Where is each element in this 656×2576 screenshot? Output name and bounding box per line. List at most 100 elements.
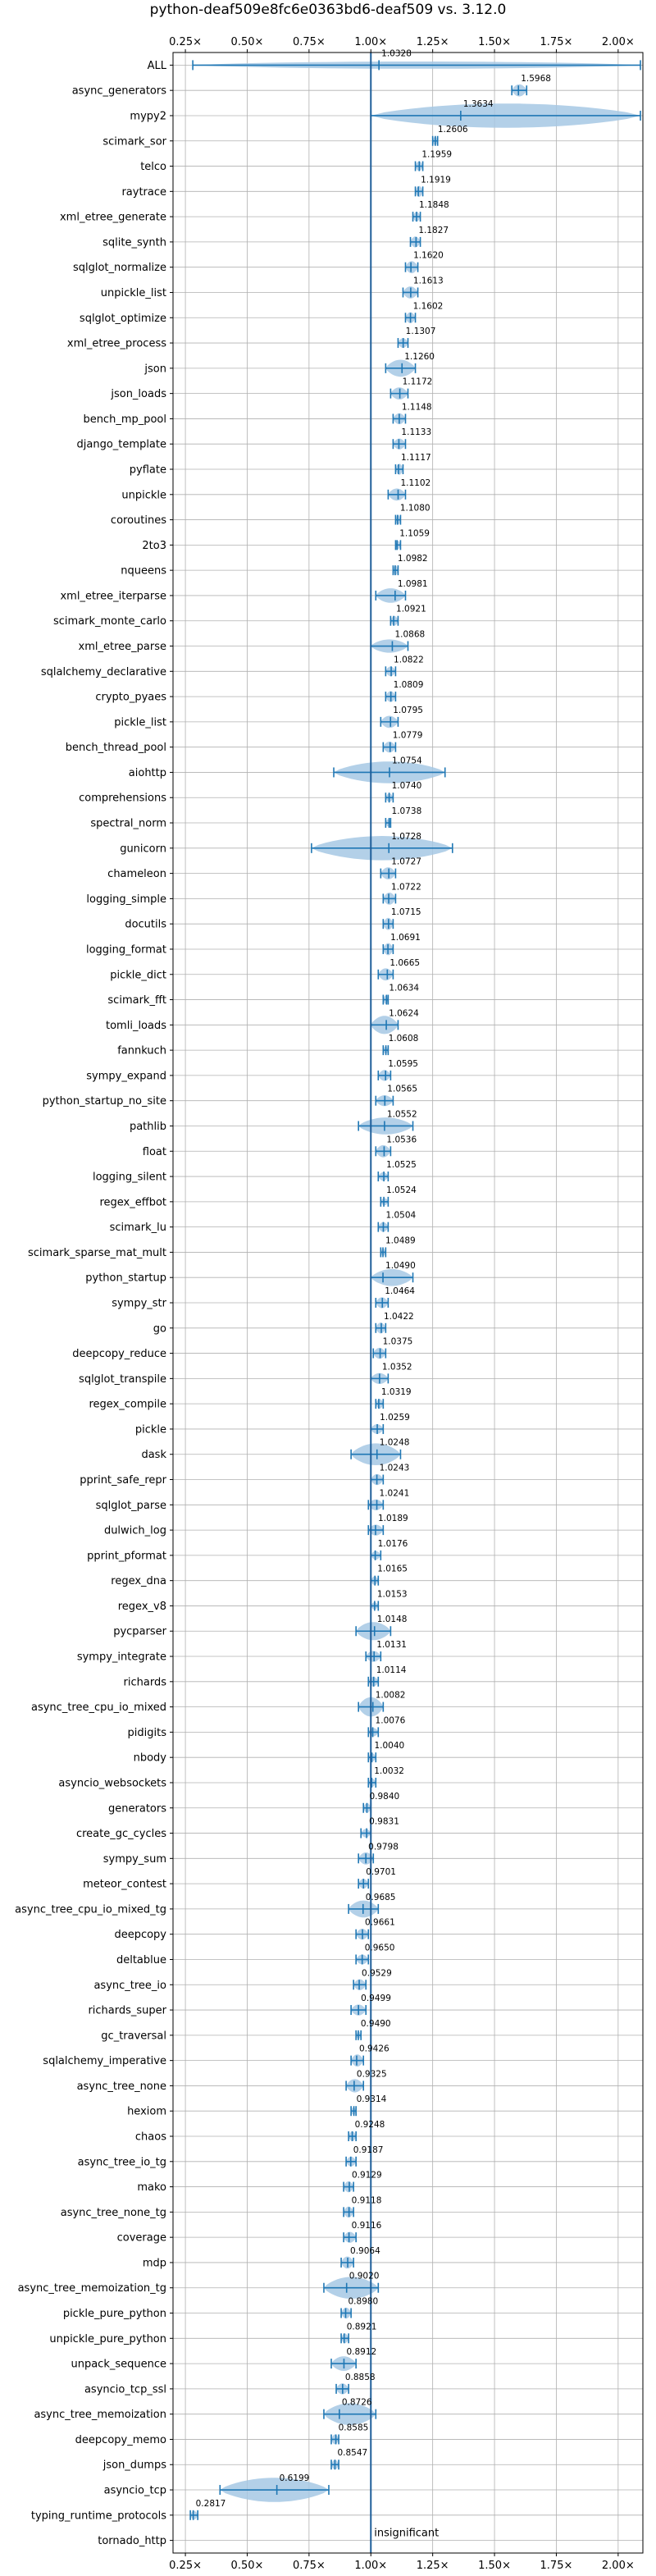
category-label: sqlglot_transpile bbox=[79, 1373, 166, 1386]
value-label: 1.0490 bbox=[385, 1261, 416, 1271]
category-label: sympy_integrate bbox=[77, 1651, 166, 1664]
value-label: 1.0165 bbox=[377, 1564, 408, 1574]
value-label: 1.0565 bbox=[387, 1085, 417, 1094]
value-label: 1.1827 bbox=[418, 226, 449, 235]
category-label: asyncio_tcp_ssl bbox=[84, 2383, 166, 2396]
value-label: 1.0328 bbox=[381, 48, 412, 58]
category-label: async_tree_none_tg bbox=[61, 2207, 166, 2219]
value-label: 0.8585 bbox=[339, 2423, 369, 2432]
value-label: 0.9529 bbox=[362, 1968, 392, 1978]
category-label: scimark_monte_carlo bbox=[53, 615, 166, 628]
x-tick-label-top: 1.25× bbox=[417, 36, 449, 48]
category-label: deepcopy_memo bbox=[75, 2434, 166, 2446]
value-label: 1.3634 bbox=[463, 99, 494, 109]
value-label: 1.0259 bbox=[380, 1413, 410, 1423]
category-label: crypto_pyaes bbox=[95, 692, 166, 704]
value-label: 0.9064 bbox=[350, 2246, 380, 2256]
value-label: 1.0634 bbox=[389, 984, 419, 993]
value-label: 0.9650 bbox=[365, 1943, 395, 1953]
violins bbox=[190, 62, 641, 2519]
x-tick-label-top: 1.75× bbox=[540, 36, 573, 48]
value-label: 1.1613 bbox=[413, 276, 444, 285]
category-label: aiohttp bbox=[129, 767, 166, 779]
x-tick-label-bottom: 1.00× bbox=[354, 2560, 387, 2572]
category-label: deepcopy bbox=[114, 1929, 166, 1941]
value-label: 1.1959 bbox=[421, 150, 452, 160]
value-label: 0.2817 bbox=[196, 2499, 226, 2509]
category-label: dask bbox=[141, 1449, 166, 1461]
category-label: xml_etree_generate bbox=[60, 212, 166, 224]
x-tick-label-bottom: 1.75× bbox=[540, 2560, 573, 2572]
value-label: 1.0921 bbox=[396, 605, 426, 614]
value-label: 1.0536 bbox=[386, 1135, 417, 1144]
category-label: logging_format bbox=[86, 943, 166, 956]
value-label: 1.0248 bbox=[380, 1438, 410, 1448]
x-tick-label-bottom: 0.75× bbox=[293, 2560, 326, 2572]
category-label: asyncio_tcp bbox=[104, 2485, 166, 2497]
category-label: pickle bbox=[135, 1423, 166, 1436]
category-label: sqlglot_optimize bbox=[80, 313, 166, 325]
value-label: 1.0352 bbox=[382, 1362, 412, 1372]
category-label: scimark_sor bbox=[102, 135, 166, 148]
value-label: 1.0131 bbox=[376, 1640, 407, 1650]
category-label: chaos bbox=[135, 2131, 166, 2144]
value-label: 0.8858 bbox=[345, 2373, 376, 2382]
value-label: 1.0153 bbox=[377, 1589, 408, 1599]
category-label: async_tree_cpu_io_mixed_tg bbox=[15, 1903, 166, 1916]
x-tick-label-bottom: 0.25× bbox=[169, 2560, 202, 2572]
value-label: 1.0189 bbox=[378, 1514, 408, 1523]
category-label: xml_etree_iterparse bbox=[60, 590, 166, 602]
value-label: 1.1148 bbox=[402, 402, 432, 412]
value-label: 0.9685 bbox=[366, 1893, 396, 1902]
value-label: 1.1117 bbox=[401, 453, 431, 463]
category-label: deepcopy_reduce bbox=[72, 1348, 166, 1360]
value-label: 1.1080 bbox=[400, 504, 430, 514]
value-label: 1.1059 bbox=[399, 528, 430, 538]
category-label: ALL bbox=[148, 60, 167, 72]
category-label: regex_effbot bbox=[99, 1196, 166, 1208]
category-label: python_startup bbox=[85, 1272, 166, 1285]
category-label: xml_etree_parse bbox=[79, 641, 166, 653]
value-label: 0.9661 bbox=[365, 1918, 395, 1928]
category-label: mako bbox=[137, 2181, 166, 2194]
value-label: 1.0243 bbox=[380, 1464, 410, 1473]
category-label: sqlite_synth bbox=[102, 236, 166, 249]
category-label: async_tree_io bbox=[93, 1980, 166, 1992]
value-label: 1.0040 bbox=[374, 1741, 404, 1751]
category-label: unpickle bbox=[121, 489, 166, 501]
x-tick-label-top: 1.50× bbox=[478, 36, 511, 48]
category-label: telco bbox=[140, 161, 166, 173]
category-label: comprehensions bbox=[79, 792, 166, 805]
value-label: 0.9798 bbox=[368, 1842, 399, 1852]
value-label: 1.0524 bbox=[386, 1185, 417, 1195]
category-label: xml_etree_process bbox=[67, 338, 166, 350]
x-tick-label-bottom: 2.00× bbox=[602, 2560, 635, 2572]
value-label: 1.1307 bbox=[406, 327, 436, 336]
value-label: 0.9020 bbox=[349, 2272, 380, 2281]
category-label: django_template bbox=[77, 439, 166, 451]
category-label: logging_silent bbox=[93, 1172, 166, 1184]
category-label: typing_runtime_protocols bbox=[31, 2510, 166, 2522]
value-label: 1.0691 bbox=[390, 933, 421, 943]
category-label: scimark_fft bbox=[107, 994, 166, 1007]
x-tick-label-bottom: 0.50× bbox=[231, 2560, 264, 2572]
value-label: 1.0032 bbox=[374, 1766, 404, 1776]
category-label: unpack_sequence bbox=[71, 2359, 166, 2371]
value-label: 1.0868 bbox=[394, 630, 425, 640]
category-label: regex_compile bbox=[89, 1399, 166, 1411]
category-label: richards_super bbox=[88, 2005, 166, 2017]
value-label: 0.8726 bbox=[342, 2398, 372, 2408]
value-label: 1.0728 bbox=[391, 832, 421, 842]
category-label: regex_v8 bbox=[118, 1601, 166, 1613]
value-label: 1.2606 bbox=[438, 125, 468, 135]
value-label: 1.1172 bbox=[403, 377, 433, 387]
value-label: 1.0722 bbox=[391, 882, 421, 892]
chart-title: python-deaf509e8fc6e0363bd6-deaf509 vs. … bbox=[150, 2, 507, 18]
category-label: asyncio_websockets bbox=[58, 1777, 166, 1789]
x-tick-label-top: 2.00× bbox=[602, 36, 635, 48]
category-label: gc_traversal bbox=[101, 2030, 166, 2042]
value-label: 1.1260 bbox=[404, 352, 435, 362]
value-label: 0.9490 bbox=[361, 2019, 391, 2029]
value-label: 0.9499 bbox=[361, 1994, 391, 2003]
